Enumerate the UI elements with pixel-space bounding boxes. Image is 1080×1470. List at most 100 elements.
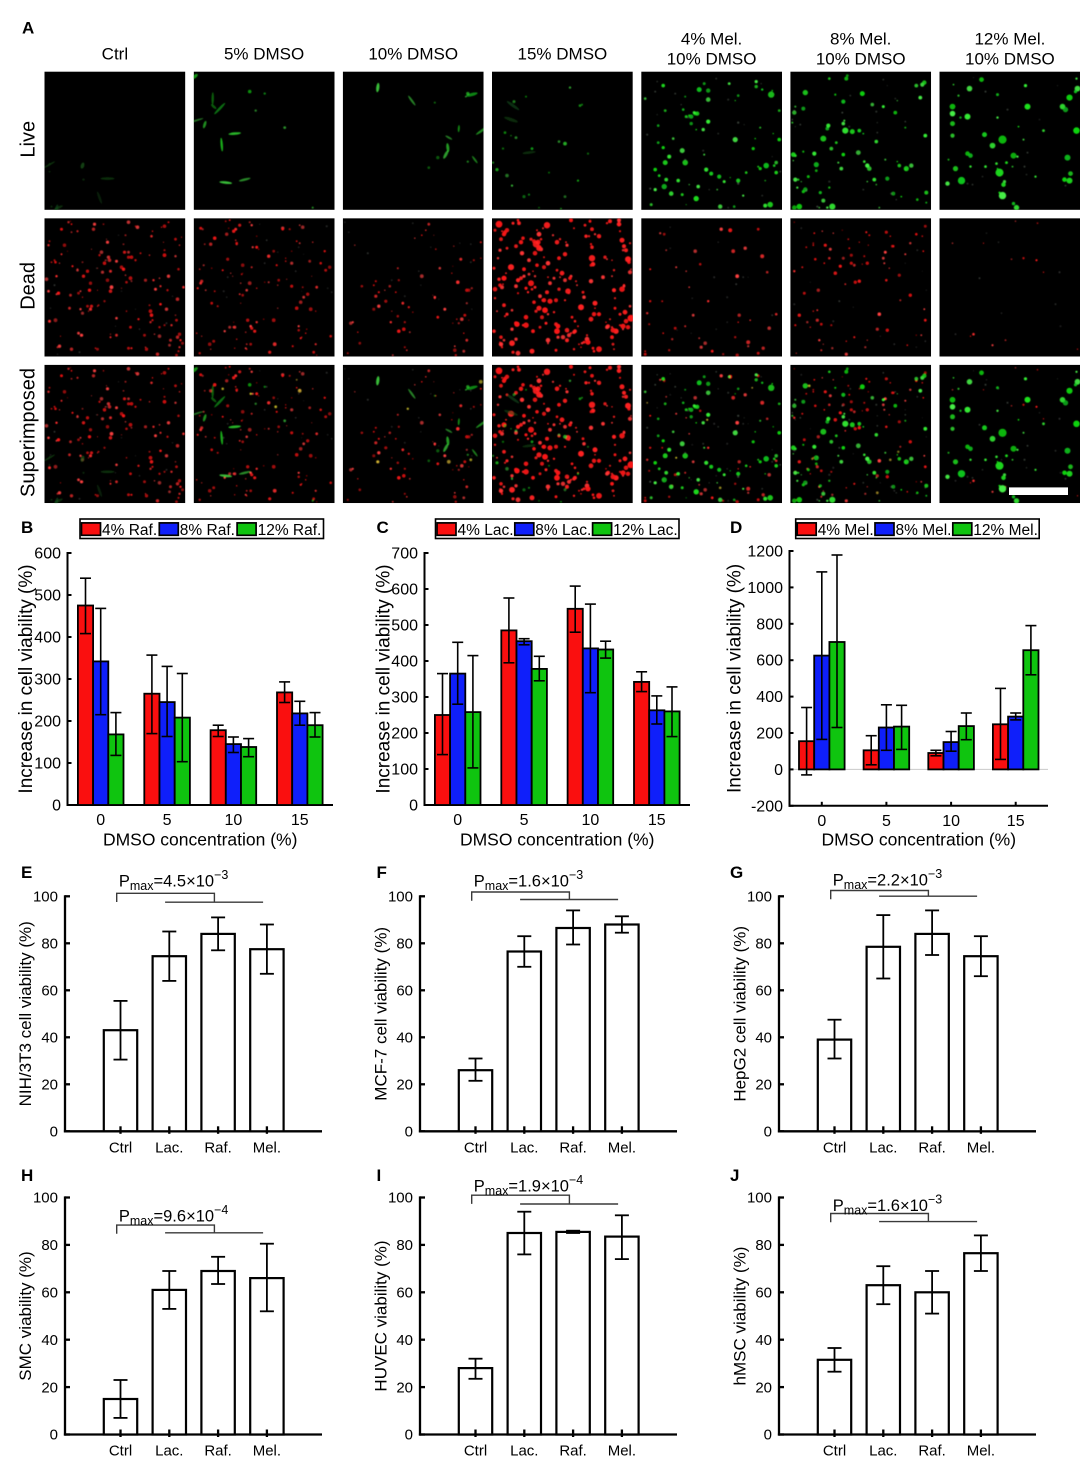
svg-text:600: 600 [391, 582, 418, 599]
svg-text:Increase in cell viability (%): Increase in cell viability (%) [16, 564, 37, 793]
svg-text:600: 600 [756, 653, 783, 670]
svg-text:DMSO concentration (%): DMSO concentration (%) [822, 830, 1017, 850]
svg-text:1000: 1000 [747, 580, 783, 597]
svg-text:8% Raf.: 8% Raf. [180, 522, 235, 539]
svg-text:Raf.: Raf. [918, 1139, 946, 1156]
svg-text:A: A [22, 18, 34, 37]
svg-text:40: 40 [41, 1332, 58, 1349]
svg-text:HUVEC viability (%): HUVEC viability (%) [372, 1240, 391, 1391]
svg-text:60: 60 [396, 1285, 413, 1302]
svg-text:Ctrl: Ctrl [823, 1139, 846, 1156]
svg-text:15: 15 [291, 812, 309, 829]
svg-text:Mel.: Mel. [967, 1443, 995, 1460]
svg-text:12% Lac.: 12% Lac. [613, 522, 678, 539]
svg-text:0: 0 [52, 798, 61, 815]
svg-text:1200: 1200 [747, 544, 783, 561]
svg-text:200: 200 [756, 726, 783, 743]
svg-text:Mel.: Mel. [967, 1139, 995, 1156]
svg-text:Ctrl: Ctrl [464, 1139, 487, 1156]
svg-text:8% Lac.: 8% Lac. [535, 522, 591, 539]
svg-text:10% DMSO: 10% DMSO [368, 45, 458, 64]
svg-text:400: 400 [756, 689, 783, 706]
svg-text:500: 500 [391, 618, 418, 635]
svg-text:4% Raf.: 4% Raf. [102, 522, 157, 539]
svg-text:B: B [21, 518, 33, 537]
svg-text:F: F [377, 863, 387, 882]
svg-text:40: 40 [41, 1030, 58, 1047]
svg-text:D: D [730, 518, 742, 537]
svg-text:DMSO concentration (%): DMSO concentration (%) [103, 830, 298, 850]
svg-text:60: 60 [755, 1285, 772, 1302]
svg-text:0: 0 [453, 812, 462, 829]
svg-text:hMSC viability (%): hMSC viability (%) [731, 1247, 750, 1386]
svg-text:Ctrl: Ctrl [823, 1443, 846, 1460]
svg-text:200: 200 [391, 726, 418, 743]
svg-text:NIH/3T3 cell viability (%): NIH/3T3 cell viability (%) [16, 921, 35, 1106]
svg-text:0: 0 [409, 798, 418, 815]
svg-text:10: 10 [942, 813, 960, 830]
svg-text:Increase in cell viability (%): Increase in cell viability (%) [725, 564, 746, 793]
svg-text:Ctrl: Ctrl [109, 1443, 132, 1460]
svg-text:Lac.: Lac. [155, 1139, 183, 1156]
svg-text:Raf.: Raf. [204, 1139, 232, 1156]
svg-text:0: 0 [764, 1427, 772, 1444]
svg-text:5: 5 [520, 812, 529, 829]
svg-text:80: 80 [755, 936, 772, 953]
svg-text:0: 0 [764, 1124, 772, 1141]
svg-text:0: 0 [50, 1427, 58, 1444]
svg-text:20: 20 [396, 1077, 413, 1094]
svg-text:100: 100 [33, 1190, 58, 1207]
svg-text:0: 0 [405, 1124, 413, 1141]
svg-text:-200: -200 [751, 798, 783, 815]
svg-text:400: 400 [34, 630, 61, 647]
svg-text:Mel.: Mel. [253, 1443, 281, 1460]
svg-text:10: 10 [225, 812, 243, 829]
svg-text:300: 300 [34, 672, 61, 689]
svg-text:20: 20 [41, 1077, 58, 1094]
svg-text:Ctrl: Ctrl [109, 1139, 132, 1156]
svg-text:20: 20 [41, 1379, 58, 1396]
svg-text:Raf.: Raf. [559, 1443, 587, 1460]
svg-text:300: 300 [391, 690, 418, 707]
svg-text:100: 100 [33, 889, 58, 906]
svg-text:Dead: Dead [17, 262, 39, 310]
svg-text:5: 5 [882, 813, 891, 830]
svg-text:10: 10 [582, 812, 600, 829]
svg-text:20: 20 [755, 1379, 772, 1396]
svg-text:800: 800 [756, 616, 783, 633]
svg-text:8% Mel.: 8% Mel. [896, 522, 952, 539]
svg-text:4% Mel.: 4% Mel. [818, 522, 874, 539]
svg-text:Raf.: Raf. [559, 1139, 587, 1156]
svg-text:H: H [21, 1166, 33, 1185]
svg-text:Increase in cell viability (%): Increase in cell viability (%) [373, 564, 394, 793]
svg-text:100: 100 [388, 889, 413, 906]
svg-text:5% DMSO: 5% DMSO [224, 45, 304, 64]
svg-text:5: 5 [163, 812, 172, 829]
svg-text:Lac.: Lac. [869, 1139, 897, 1156]
svg-text:40: 40 [396, 1332, 413, 1349]
svg-text:Ctrl: Ctrl [102, 45, 128, 64]
svg-text:Mel.: Mel. [253, 1139, 281, 1156]
svg-text:Superimposed: Superimposed [17, 368, 39, 497]
svg-text:Raf.: Raf. [918, 1443, 946, 1460]
svg-text:100: 100 [747, 1190, 772, 1207]
svg-text:40: 40 [755, 1030, 772, 1047]
svg-text:100: 100 [747, 889, 772, 906]
svg-text:8% Mel.: 8% Mel. [830, 30, 891, 49]
svg-text:600: 600 [34, 546, 61, 563]
svg-text:20: 20 [396, 1379, 413, 1396]
svg-text:0: 0 [774, 762, 783, 779]
svg-text:HepG2 cell viability (%): HepG2 cell viability (%) [731, 926, 750, 1102]
svg-text:E: E [21, 863, 32, 882]
svg-text:Mel.: Mel. [608, 1139, 636, 1156]
svg-text:15: 15 [1007, 813, 1025, 830]
svg-text:100: 100 [34, 756, 61, 773]
svg-text:MCF-7 cell viability (%): MCF-7 cell viability (%) [372, 927, 391, 1101]
svg-text:C: C [377, 518, 389, 537]
svg-text:15: 15 [648, 812, 666, 829]
svg-text:20: 20 [755, 1077, 772, 1094]
svg-text:80: 80 [755, 1237, 772, 1254]
svg-text:10% DMSO: 10% DMSO [816, 50, 906, 69]
svg-text:0: 0 [817, 813, 826, 830]
svg-text:Ctrl: Ctrl [464, 1443, 487, 1460]
